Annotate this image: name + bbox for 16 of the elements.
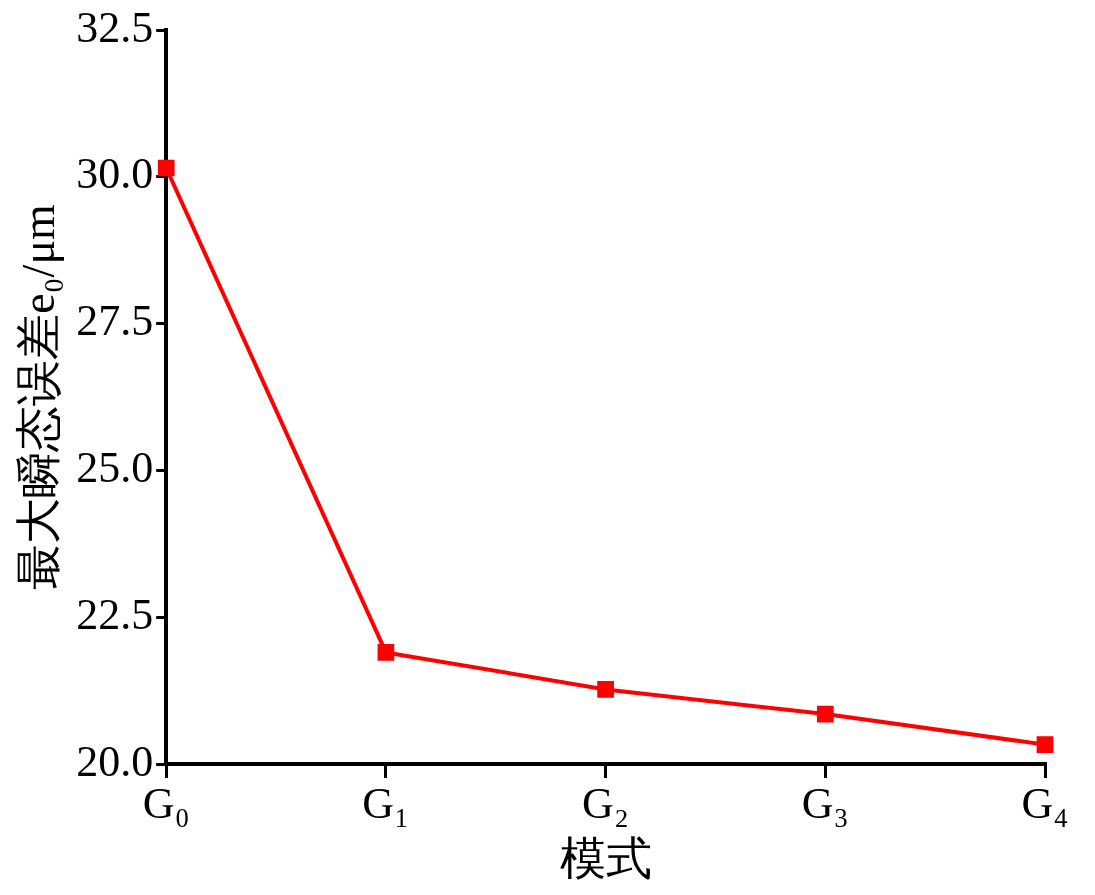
x-tick-label: G₃ <box>801 778 849 828</box>
y-tick-label: 30.0 <box>76 149 154 199</box>
point <box>597 681 614 698</box>
x-axis-title: 模式 <box>559 833 652 885</box>
point <box>816 705 834 723</box>
point <box>157 159 175 177</box>
y-tick-label: 32.5 <box>76 2 154 52</box>
x-tick-label: G₄ <box>1021 778 1069 828</box>
y-tick-label: 25.0 <box>76 442 154 492</box>
y-tick-label: 27.5 <box>76 296 154 346</box>
y-tick-label: 22.5 <box>76 589 154 639</box>
y-axis-title: 最大瞬态误差e₀/μm <box>12 203 64 590</box>
x-tick-label: G₂ <box>582 778 630 828</box>
point <box>1036 736 1054 753</box>
x-tick-label: G₁ <box>362 778 410 828</box>
point <box>377 644 395 661</box>
